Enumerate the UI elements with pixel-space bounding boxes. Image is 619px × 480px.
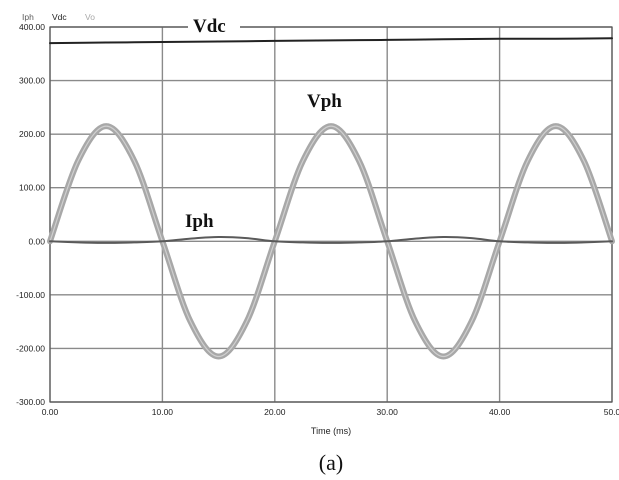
legend-item-vdc: Vdc	[52, 12, 67, 22]
tick-layer: 0.00 10.00 20.00 30.00 40.00 50.0 400.00 300.00…	[16, 22, 619, 417]
annotation-vph: Vph	[307, 91, 342, 112]
grid-layer	[49, 26, 613, 403]
series-line-iph	[49, 235, 613, 244]
plot-frame	[49, 26, 613, 403]
legend-item-vo: Vo	[85, 12, 95, 22]
x-tick-label: 30.00	[377, 407, 399, 417]
y-tick-label: -300.00	[16, 397, 45, 407]
series-layer	[47, 37, 615, 360]
legend-item-iph: Iph	[22, 12, 34, 22]
x-tick-label: 50.0	[604, 407, 619, 417]
x-tick-label: 40.00	[489, 407, 511, 417]
figure-caption: (a)	[319, 450, 343, 475]
x-tick-label: 20.00	[264, 407, 286, 417]
y-tick-label: 100.00	[19, 183, 45, 193]
vdc-label-bg	[188, 15, 240, 37]
y-tick-label: -200.00	[16, 343, 45, 353]
series-line-vdc	[49, 37, 613, 45]
y-tick-label: 300.00	[19, 76, 45, 86]
series-line-vo-ripple	[49, 125, 613, 358]
annotation-iph: Iph	[185, 211, 214, 232]
y-tick-label: -100.00	[16, 290, 45, 300]
y-tick-label: 200.00	[19, 129, 45, 139]
x-axis-title: Time (ms)	[311, 426, 351, 436]
x-tick-label: 10.00	[152, 407, 174, 417]
y-tick-label: 0.00	[28, 236, 45, 246]
annotation-vdc: Vdc	[193, 16, 226, 37]
x-tick-label: 0.00	[42, 407, 59, 417]
y-tick-label: 400.00	[19, 22, 45, 32]
